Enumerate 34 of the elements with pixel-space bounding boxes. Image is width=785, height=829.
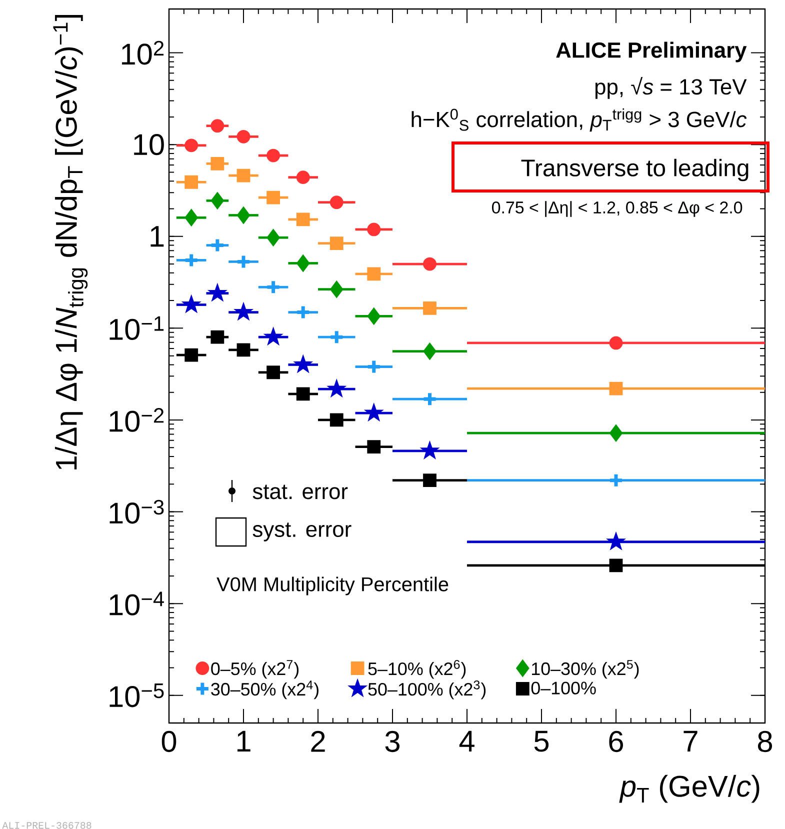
x-tick-label: 1 — [237, 730, 250, 752]
y-tick-label: 10$^{−5}$ — [110, 684, 164, 708]
text: 1/Δη Δφ 1/N$_{trigg}$ dN/dp$_{T}$ [(GeV/c)$^{−1}$] — [53, 15, 88, 470]
x-tick-label: 5 — [534, 730, 549, 752]
annotation: syst. error — [252, 522, 352, 542]
x-tick-label: 7 — [684, 730, 698, 752]
legend-label: 0–5% (x2$^{7}$) — [211, 660, 299, 679]
x-tick-label: 0 — [162, 730, 176, 752]
legend-title: V0M Multiplicity Percentile — [216, 576, 448, 596]
annotation: 0.75 < |Δη| < 1.2, 0.85 < Δφ < 2.0 — [492, 201, 742, 217]
legend-label: 0–100% — [531, 682, 596, 694]
annotation: pp, √s = 13 TeV — [595, 77, 747, 99]
x-tick-label: 6 — [609, 730, 624, 752]
x-tick-label: 8 — [758, 730, 772, 752]
legend-label: 10–30% (x2$^{5}$) — [532, 660, 639, 679]
y-tick-label: 10$^{−1}$ — [110, 316, 164, 340]
y-tick-label: 10 — [134, 134, 164, 156]
legend-label: 50–100% (x2$^{3}$) — [368, 680, 486, 700]
y-tick-label: 10$^{−3}$ — [110, 500, 164, 524]
annotation: Transverse to leading — [521, 158, 748, 182]
y-tick-label: 10$^{−2}$ — [110, 408, 164, 432]
x-tick-label: 2 — [311, 730, 325, 752]
legend-label: 30–50% (x2$^{4}$) — [211, 680, 318, 700]
text: ALI-PREL-366788 — [2, 822, 92, 829]
x-tick-label: 3 — [385, 730, 400, 752]
annotation: stat. error — [252, 484, 348, 500]
x-axis-title: p$_{T}$ (GeV/c) — [619, 774, 760, 803]
y-tick-label: 10$^{−4}$ — [110, 592, 164, 616]
text: h−K$^{0}$$_{S}$ correlation, p$_{T}$$^{trigg}$ > 3 GeV/c — [412, 108, 747, 132]
legend-label: 5–10% (x2$^{6}$) — [368, 660, 466, 679]
y-tick-label: 10$^{2}$ — [122, 40, 164, 65]
annotation: ALICE Preliminary — [556, 42, 747, 62]
y-tick-label: 1 — [150, 226, 164, 247]
x-tick-label: 4 — [459, 730, 474, 752]
